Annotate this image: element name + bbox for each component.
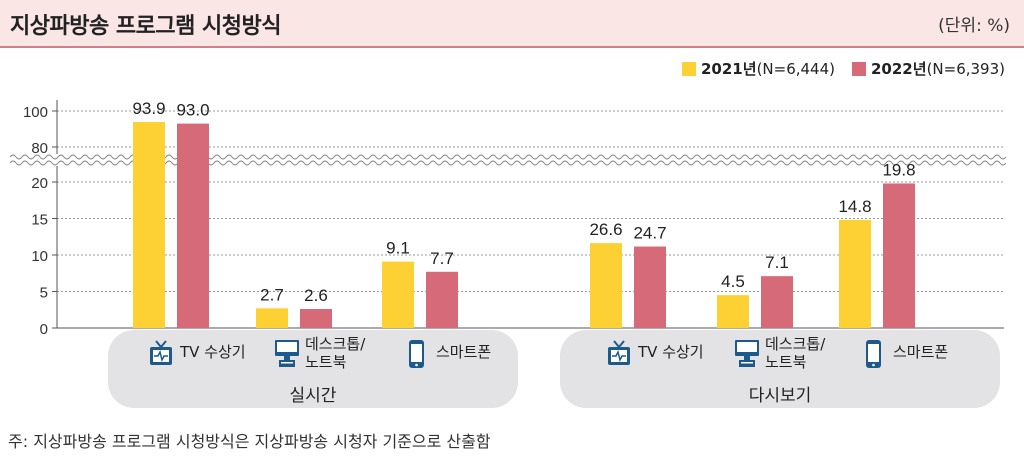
legend-n-2021: (N=6,444) <box>756 59 835 78</box>
category-panel-replay <box>560 330 1000 408</box>
legend-item-2022: 2022년 (N=6,393) <box>852 58 1005 79</box>
y-tick-label: 0 <box>40 321 48 338</box>
data-label: 14.8 <box>838 197 871 216</box>
data-label: 9.1 <box>386 239 410 258</box>
data-label: 7.1 <box>765 253 789 272</box>
category-label: 데스크톱/노트북 <box>765 335 826 371</box>
bar-2022 <box>177 123 209 328</box>
data-label: 26.6 <box>589 220 622 239</box>
category-label: 스마트폰 <box>893 343 948 361</box>
bar-2022 <box>634 246 666 328</box>
y-tick-label: 80 <box>31 140 48 157</box>
axis-break-gap <box>0 154 1008 166</box>
bar-2021 <box>256 308 288 328</box>
bar-2021 <box>133 121 165 328</box>
bar-2021 <box>717 295 749 328</box>
y-tick-label: 20 <box>31 175 48 192</box>
y-tick-label: 100 <box>23 104 48 121</box>
unit-label: (단위: %) <box>938 16 1010 36</box>
y-tick-label: 10 <box>31 248 48 265</box>
data-label: 19.8 <box>882 160 915 179</box>
data-label: 4.5 <box>721 272 745 291</box>
category-label: 데스크톱/노트북 <box>305 335 366 371</box>
smartphone-icon <box>866 340 881 368</box>
title-bar: 지상파방송 프로그램 시청방식 (단위: %) <box>0 0 1024 48</box>
category-label: TV 수상기 <box>637 343 704 361</box>
y-tick-label: 5 <box>40 285 48 302</box>
data-label: 7.7 <box>430 249 454 268</box>
data-label: 2.7 <box>260 285 284 304</box>
axis-break-line <box>9 160 1007 166</box>
legend-item-2021: 2021년 (N=6,444) <box>682 58 835 79</box>
tv-icon <box>150 340 172 365</box>
category-label: TV 수상기 <box>179 343 246 361</box>
desktop-icon <box>275 340 299 367</box>
bar-2022 <box>761 276 793 328</box>
group-label: 다시보기 <box>749 386 812 406</box>
bar-2021 <box>382 261 414 328</box>
bar-2022 <box>883 183 915 328</box>
axis-break-line <box>9 154 1007 160</box>
chart-title: 지상파방송 프로그램 시청방식 <box>10 14 281 39</box>
bar-2022 <box>426 271 458 328</box>
bar-2022 <box>300 309 332 328</box>
bar-2021 <box>590 243 622 328</box>
y-tick-label: 15 <box>31 212 48 229</box>
group-label: 실시간 <box>290 386 337 406</box>
legend-swatch-2022 <box>852 61 866 76</box>
legend-swatch-2021 <box>682 61 696 76</box>
bar-chart: 0 5 10 15 20 80 100 93.9 2.7 9.1 26.6 4.5 14.8 93.0 2.… <box>0 98 1008 408</box>
data-label: 2.6 <box>304 286 328 305</box>
smartphone-icon <box>409 340 424 368</box>
data-label: 93.0 <box>176 101 209 120</box>
legend-year-2021: 2021년 <box>701 60 757 78</box>
tv-icon <box>608 340 630 365</box>
desktop-icon <box>735 340 759 367</box>
footnote: 주: 지상파방송 프로그램 시청방식은 지상파방송 시청자 기준으로 산출함 <box>8 432 491 451</box>
legend-year-2022: 2022년 <box>871 60 927 78</box>
legend-n-2022: (N=6,393) <box>926 59 1005 78</box>
category-label: 스마트폰 <box>436 343 491 361</box>
bar-2021 <box>839 219 871 328</box>
data-label: 24.7 <box>633 224 666 243</box>
data-label: 93.9 <box>132 99 165 118</box>
